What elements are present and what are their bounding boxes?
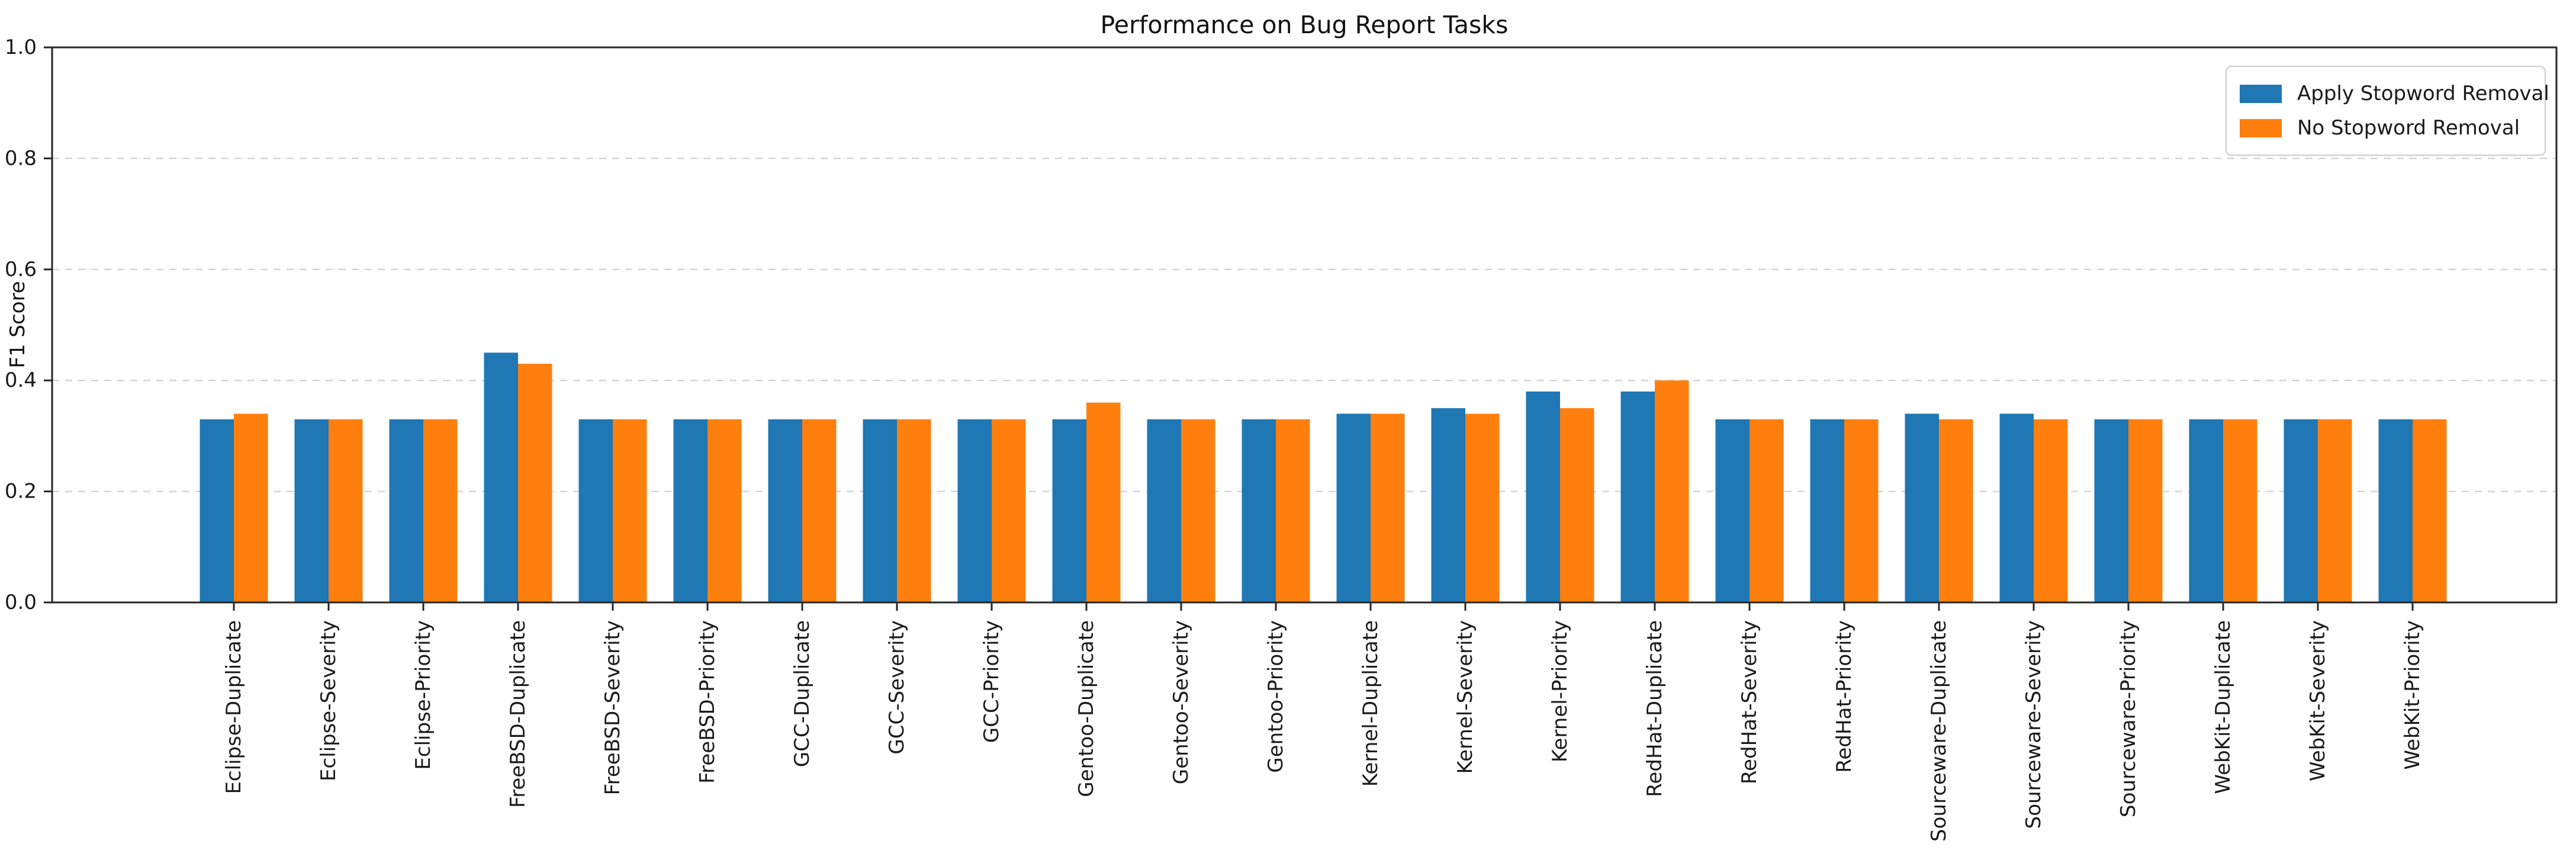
x-tick-label: Sourceware-Severity bbox=[2022, 620, 2046, 829]
x-tick-label: FreeBSD-Priority bbox=[696, 620, 719, 784]
legend-swatch-blue bbox=[2240, 84, 2282, 103]
bar-no-stopword-removal-freebsd-priority bbox=[707, 419, 742, 602]
bar-apply-stopword-removal-kernel-duplicate bbox=[1336, 413, 1371, 602]
x-tick-label: Kernel-Severity bbox=[1453, 620, 1477, 774]
bar-apply-stopword-removal-webkit-duplicate bbox=[2189, 419, 2223, 602]
bar-no-stopword-removal-freebsd-duplicate bbox=[518, 364, 552, 602]
chart-title: Performance on Bug Report Tasks bbox=[1100, 11, 1509, 39]
x-tick-label: RedHat-Duplicate bbox=[1643, 620, 1667, 797]
bar-no-stopword-removal-gentoo-priority bbox=[1276, 419, 1310, 602]
bar-no-stopword-removal-kernel-priority bbox=[1560, 408, 1594, 602]
bar-no-stopword-removal-gcc-priority bbox=[992, 419, 1026, 602]
x-tick-label: Kernel-Duplicate bbox=[1359, 620, 1382, 787]
bar-no-stopword-removal-eclipse-priority bbox=[423, 419, 458, 602]
bar-apply-stopword-removal-webkit-priority bbox=[2378, 419, 2413, 602]
x-tick-label: GCC-Duplicate bbox=[790, 620, 814, 767]
bar-apply-stopword-removal-freebsd-severity bbox=[578, 419, 613, 602]
x-tick-label: Kernel-Priority bbox=[1548, 620, 1572, 762]
bar-apply-stopword-removal-eclipse-severity bbox=[294, 419, 329, 602]
bar-apply-stopword-removal-gentoo-severity bbox=[1147, 419, 1181, 602]
bar-no-stopword-removal-kernel-severity bbox=[1465, 413, 1500, 602]
x-tick-label: RedHat-Severity bbox=[1738, 620, 1761, 784]
bar-apply-stopword-removal-gentoo-priority bbox=[1242, 419, 1276, 602]
bar-apply-stopword-removal-sourceware-severity bbox=[1999, 413, 2034, 602]
x-tick-label: Gentoo-Priority bbox=[1264, 620, 1288, 773]
bar-no-stopword-removal-freebsd-severity bbox=[613, 419, 647, 602]
x-tick-label: Sourceware-Priority bbox=[2117, 620, 2140, 817]
bar-no-stopword-removal-redhat-duplicate bbox=[1655, 380, 1689, 602]
x-tick-label: Gentoo-Duplicate bbox=[1075, 620, 1098, 797]
axes-spines bbox=[51, 46, 2558, 604]
bar-apply-stopword-removal-redhat-duplicate bbox=[1620, 391, 1655, 602]
x-tick-label: Eclipse-Priority bbox=[411, 620, 435, 770]
bar-apply-stopword-removal-gcc-priority bbox=[957, 419, 992, 602]
y-tick-label: 0.8 bbox=[5, 146, 37, 170]
bar-apply-stopword-removal-freebsd-priority bbox=[673, 419, 707, 602]
bar-apply-stopword-removal-kernel-severity bbox=[1431, 408, 1465, 602]
y-axis-label: F1 Score bbox=[6, 281, 30, 368]
bar-no-stopword-removal-sourceware-duplicate bbox=[1939, 419, 1973, 602]
bar-apply-stopword-removal-eclipse-priority bbox=[389, 419, 423, 602]
x-tick-label: RedHat-Priority bbox=[1832, 620, 1856, 773]
legend-item-no-stopword-removal: No Stopword Removal bbox=[2240, 111, 2532, 145]
bar-apply-stopword-removal-sourceware-priority bbox=[2094, 419, 2128, 602]
x-tick-label: GCC-Severity bbox=[885, 620, 909, 755]
y-tick-label: 0.0 bbox=[5, 591, 37, 614]
bar-no-stopword-removal-redhat-severity bbox=[1750, 419, 1784, 602]
legend-label: Apply Stopword Removal bbox=[2297, 82, 2549, 105]
bar-no-stopword-removal-webkit-duplicate bbox=[2223, 419, 2257, 602]
bar-no-stopword-removal-eclipse-duplicate bbox=[234, 413, 268, 602]
x-tick-label: WebKit-Duplicate bbox=[2211, 620, 2235, 794]
x-tick-label: FreeBSD-Severity bbox=[601, 620, 625, 795]
bar-apply-stopword-removal-gentoo-duplicate bbox=[1052, 419, 1086, 602]
bar-no-stopword-removal-gcc-duplicate bbox=[802, 419, 837, 602]
bar-no-stopword-removal-gentoo-severity bbox=[1181, 419, 1215, 602]
bar-no-stopword-removal-eclipse-severity bbox=[329, 419, 363, 602]
bar-apply-stopword-removal-freebsd-duplicate bbox=[484, 352, 518, 602]
y-tick-label: 0.6 bbox=[5, 258, 37, 281]
y-tick-label: 0.4 bbox=[5, 368, 37, 392]
bar-no-stopword-removal-webkit-severity bbox=[2318, 419, 2352, 602]
legend-label: No Stopword Removal bbox=[2297, 116, 2520, 140]
bar-apply-stopword-removal-gcc-duplicate bbox=[768, 419, 802, 602]
bar-apply-stopword-removal-webkit-severity bbox=[2284, 419, 2318, 602]
bar-no-stopword-removal-kernel-duplicate bbox=[1371, 413, 1405, 602]
bar-no-stopword-removal-gentoo-duplicate bbox=[1086, 402, 1121, 602]
legend-swatch-orange bbox=[2240, 118, 2282, 137]
x-tick-label: GCC-Priority bbox=[980, 620, 1004, 743]
x-tick-label: FreeBSD-Duplicate bbox=[506, 620, 530, 808]
x-tick-label: Eclipse-Duplicate bbox=[222, 620, 246, 794]
y-tick-label: 1.0 bbox=[5, 36, 37, 59]
y-tick-label: 0.2 bbox=[5, 480, 37, 504]
bar-apply-stopword-removal-redhat-priority bbox=[1810, 419, 1844, 602]
x-tick-label: Eclipse-Severity bbox=[317, 620, 340, 781]
bar-apply-stopword-removal-sourceware-duplicate bbox=[1905, 413, 1939, 602]
bar-apply-stopword-removal-redhat-severity bbox=[1715, 419, 1750, 602]
bar-no-stopword-removal-gcc-severity bbox=[897, 419, 931, 602]
bar-apply-stopword-removal-kernel-priority bbox=[1526, 391, 1560, 602]
x-tick-label: Sourceware-Duplicate bbox=[1927, 620, 1951, 842]
bar-no-stopword-removal-redhat-priority bbox=[1844, 419, 1879, 602]
bar-apply-stopword-removal-eclipse-duplicate bbox=[200, 419, 234, 602]
x-tick-label: Gentoo-Severity bbox=[1169, 620, 1193, 784]
bar-no-stopword-removal-sourceware-priority bbox=[2128, 419, 2163, 602]
x-tick-label: WebKit-Priority bbox=[2401, 620, 2424, 769]
legend: Apply Stopword Removal No Stopword Remov… bbox=[2226, 66, 2549, 156]
bar-no-stopword-removal-webkit-priority bbox=[2413, 419, 2447, 602]
legend-item-apply-stopword-removal: Apply Stopword Removal bbox=[2240, 76, 2549, 111]
x-tick-label: WebKit-Severity bbox=[2306, 620, 2330, 781]
bar-apply-stopword-removal-gcc-severity bbox=[863, 419, 897, 602]
bar-no-stopword-removal-sourceware-severity bbox=[2034, 419, 2068, 602]
